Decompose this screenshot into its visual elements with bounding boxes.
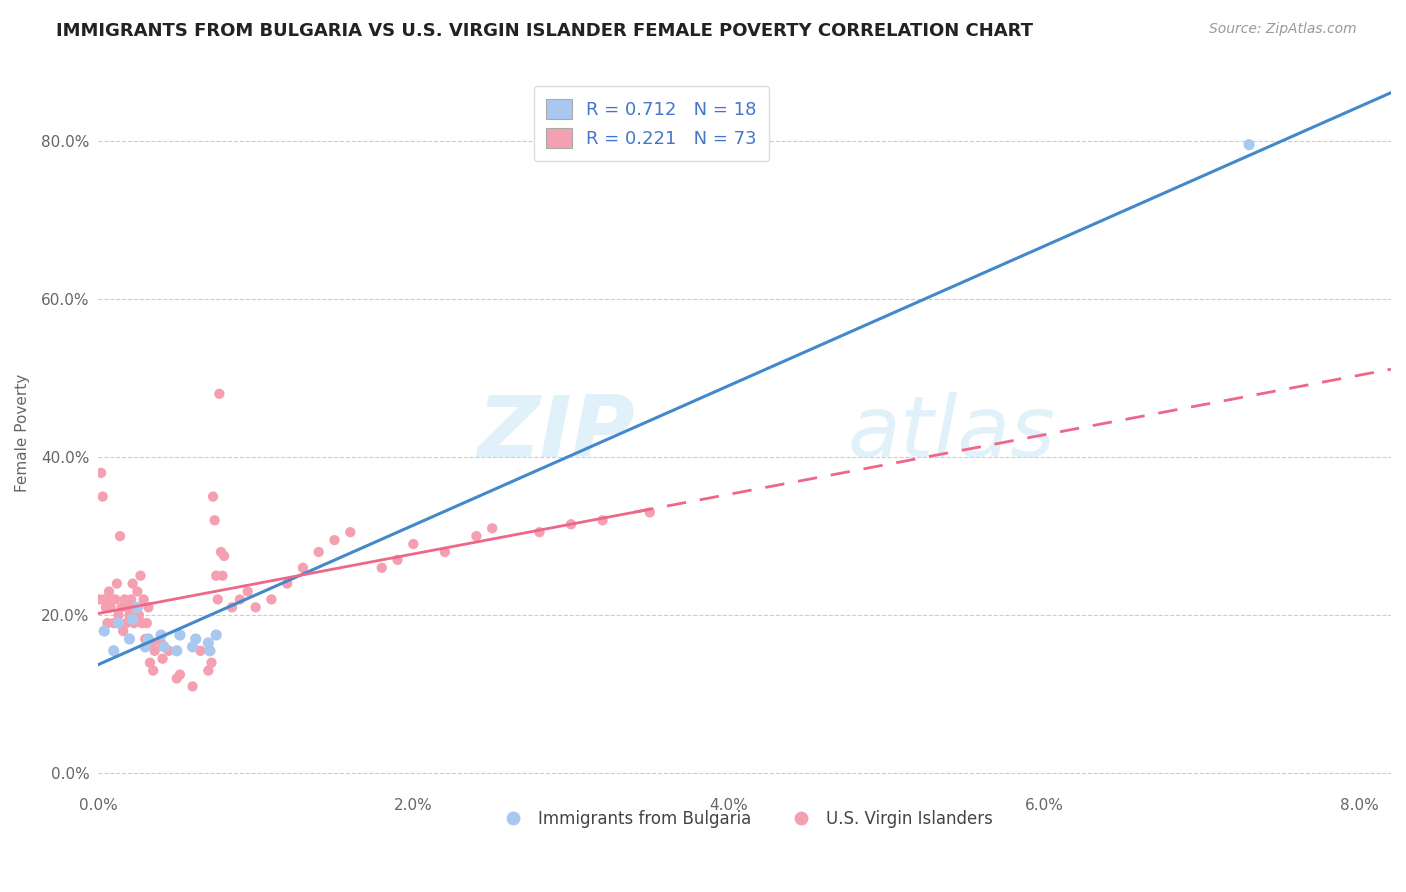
Point [127,584,149,599]
Point [142,664,165,678]
Point [339,525,361,540]
Point [150,628,173,642]
Point [481,521,503,535]
Point [107,616,129,631]
Point [89,592,111,607]
Point [198,644,221,658]
Point [143,644,166,658]
Point [150,636,173,650]
Point [236,584,259,599]
Point [94,600,117,615]
Point [209,545,232,559]
Point [103,616,125,631]
Point [132,592,155,607]
Point [104,592,127,607]
Point [118,608,141,623]
Point [127,600,149,615]
Point [197,664,219,678]
Point [103,644,125,658]
Point [120,592,142,607]
Point [592,513,614,527]
Point [93,624,115,638]
Point [131,616,153,631]
Point [125,600,148,615]
Point [117,600,139,615]
Point [139,656,162,670]
Point [121,576,143,591]
Point [211,568,233,582]
Point [229,592,252,607]
Point [181,680,204,694]
Point [166,644,188,658]
Point [93,592,115,607]
Text: IMMIGRANTS FROM BULGARIA VS U.S. VIRGIN ISLANDER FEMALE POVERTY CORRELATION CHAR: IMMIGRANTS FROM BULGARIA VS U.S. VIRGIN … [56,22,1033,40]
Point [118,632,141,646]
Point [100,600,122,615]
Point [129,568,152,582]
Point [138,632,160,646]
Point [202,490,225,504]
Point [560,517,582,532]
Point [207,592,229,607]
Point [98,584,121,599]
Point [184,632,207,646]
Point [323,533,346,547]
Point [387,553,409,567]
Legend: Immigrants from Bulgaria, U.S. Virgin Islanders: Immigrants from Bulgaria, U.S. Virgin Is… [489,803,1000,834]
Point [308,545,330,559]
Point [638,505,661,519]
Point [101,592,124,607]
Point [433,545,456,559]
Point [112,624,135,638]
Point [371,561,394,575]
Point [200,656,222,670]
Point [169,667,191,681]
Point [96,616,118,631]
Point [181,640,204,654]
Point [204,513,226,527]
Point [138,600,160,615]
Point [166,672,188,686]
Text: Source: ZipAtlas.com: Source: ZipAtlas.com [1209,22,1357,37]
Point [208,386,231,401]
Point [190,644,212,658]
Point [260,592,283,607]
Point [153,640,176,654]
Point [152,651,174,665]
Point [108,529,131,543]
Point [465,529,488,543]
Point [110,600,132,615]
Point [276,576,298,591]
Text: atlas: atlas [848,392,1056,475]
Point [529,525,551,540]
Point [205,628,228,642]
Point [1237,137,1260,152]
Point [157,644,180,658]
Point [114,592,136,607]
Point [105,576,128,591]
Point [128,608,150,623]
Point [91,490,114,504]
Point [169,628,191,642]
Point [291,561,314,575]
Point [122,616,145,631]
Point [90,466,112,480]
Point [107,608,129,623]
Point [121,612,143,626]
Point [221,600,243,615]
Y-axis label: Female Poverty: Female Poverty [15,375,30,492]
Point [245,600,267,615]
Point [402,537,425,551]
Point [134,640,156,654]
Point [115,616,138,631]
Point [205,568,228,582]
Point [135,616,157,631]
Text: ZIP: ZIP [477,392,634,475]
Point [141,636,163,650]
Point [134,632,156,646]
Point [197,636,219,650]
Point [212,549,235,563]
